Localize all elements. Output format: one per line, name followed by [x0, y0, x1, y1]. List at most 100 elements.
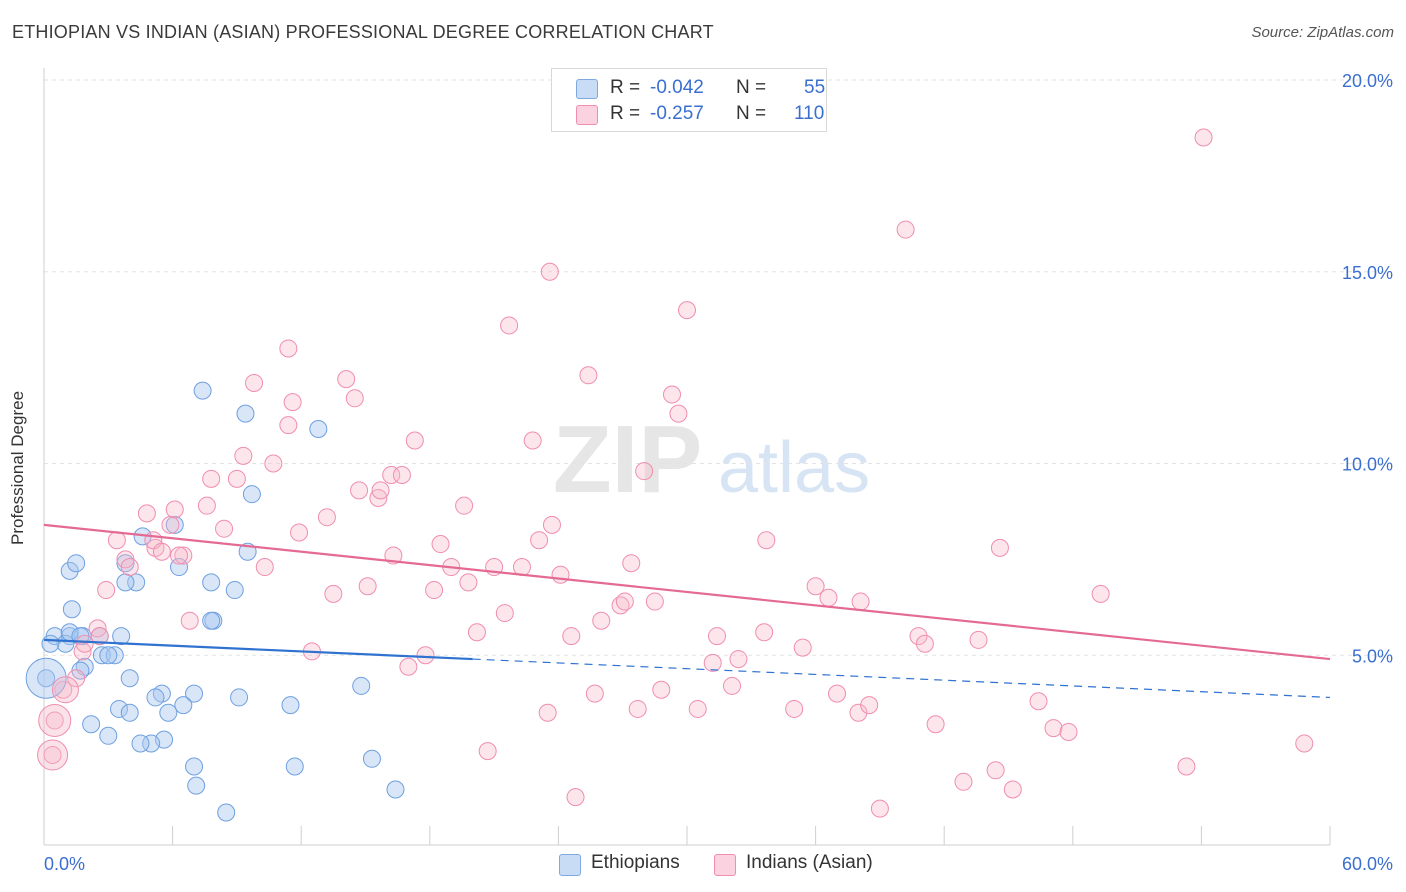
chart-title: ETHIOPIAN VS INDIAN (ASIAN) PROFESSIONAL…	[12, 22, 714, 42]
ethiopian-point	[193, 381, 212, 400]
indian-point	[350, 481, 369, 500]
indian-point	[1003, 780, 1022, 799]
indian-point	[152, 542, 171, 561]
indian-point	[90, 627, 109, 646]
indian-point	[97, 581, 116, 600]
indian-point	[860, 696, 879, 715]
indian-point	[324, 584, 343, 603]
ethiopian-point	[25, 657, 67, 699]
indian-point	[459, 573, 478, 592]
x-tick-label: 60.0%	[1342, 854, 1393, 874]
indian-point	[793, 638, 812, 657]
indian-point	[88, 619, 107, 638]
stats-swatch-ethiopians	[576, 79, 598, 99]
ethiopian-point	[230, 688, 249, 707]
legend-swatch-indians	[714, 854, 736, 876]
indian-point	[1044, 719, 1063, 738]
indian-point	[523, 431, 542, 450]
watermark: ZIP atlas	[553, 406, 870, 513]
indian-point	[828, 684, 847, 703]
indian-point	[43, 745, 62, 764]
ethiopian-point	[120, 703, 139, 722]
ethiopian-point	[165, 515, 184, 534]
indian-point	[954, 772, 973, 791]
legend-label: Ethiopians	[591, 852, 680, 873]
ethiopian-point	[225, 581, 244, 600]
ethiopian-point	[120, 669, 139, 688]
indian-point	[425, 581, 444, 600]
indian-point	[495, 604, 514, 623]
indian-point	[283, 393, 302, 412]
indian-point	[67, 669, 86, 688]
ethiopian-point	[41, 634, 60, 653]
y-tick-label: 15.0%	[1342, 263, 1393, 283]
watermark-zip: ZIP	[553, 406, 702, 513]
indian-point	[174, 546, 193, 565]
stats-n-value: 55	[804, 77, 826, 98]
indian-point	[45, 711, 64, 730]
y-tick-label: 20.0%	[1342, 71, 1393, 91]
indian-point	[382, 466, 401, 485]
ethiopian-point	[285, 757, 304, 776]
indian-point	[264, 454, 283, 473]
indian-point	[202, 469, 221, 488]
indian-point	[75, 634, 94, 653]
indian-point	[137, 504, 156, 523]
indian-point	[669, 404, 688, 423]
indian-point	[500, 316, 519, 335]
indian-point	[1194, 128, 1213, 147]
indian-point	[51, 676, 79, 704]
stats-swatch-indians	[576, 105, 598, 125]
ethiopian-point	[62, 600, 81, 619]
indian-point	[652, 680, 671, 699]
indian-point	[399, 657, 418, 676]
indian-point	[120, 558, 139, 577]
indian-point	[708, 627, 727, 646]
indian-point	[579, 366, 598, 385]
indian-point	[678, 301, 696, 320]
indian-point	[969, 630, 988, 649]
indian-point	[635, 462, 654, 481]
ethiopian-point	[82, 715, 101, 734]
ethiopian-point	[110, 699, 129, 718]
indian-point	[371, 481, 390, 500]
legend-label: Indians (Asian)	[746, 852, 873, 873]
ethiopian-point	[386, 780, 405, 799]
indian-point	[542, 515, 561, 534]
ethiopian-point	[202, 573, 221, 592]
indian-point	[819, 588, 838, 607]
indian-point	[662, 385, 681, 404]
indian-point	[896, 220, 915, 239]
ethiopian-point	[37, 669, 56, 688]
indian-point	[551, 565, 570, 584]
indian-point	[729, 650, 748, 669]
ethiopian-point	[67, 554, 86, 573]
indian-point	[585, 684, 604, 703]
indian-point	[628, 699, 647, 718]
ethiopian-point	[185, 757, 204, 776]
indian-point	[345, 389, 364, 408]
indian-point	[688, 699, 707, 718]
indian-point	[1029, 692, 1048, 711]
ethiopian-point	[159, 703, 178, 722]
indian-point	[165, 500, 184, 519]
indian-point	[478, 742, 497, 761]
indian-point	[566, 788, 585, 807]
ethiopian-point	[202, 611, 221, 630]
indian-point	[215, 519, 234, 538]
indian-point	[512, 558, 531, 577]
indian-point	[926, 715, 945, 734]
ethiopian-point	[99, 726, 118, 745]
indian-point	[38, 703, 72, 737]
indian-point	[785, 699, 804, 718]
ethiopian-point	[217, 803, 236, 822]
indian-point	[455, 496, 474, 515]
indian-point	[723, 676, 742, 695]
indian-point	[405, 431, 424, 450]
indian-point	[416, 646, 435, 665]
ethiopian-point	[309, 419, 328, 438]
indian-point	[986, 761, 1005, 780]
indian-point	[592, 611, 611, 630]
indian-point	[180, 611, 199, 630]
